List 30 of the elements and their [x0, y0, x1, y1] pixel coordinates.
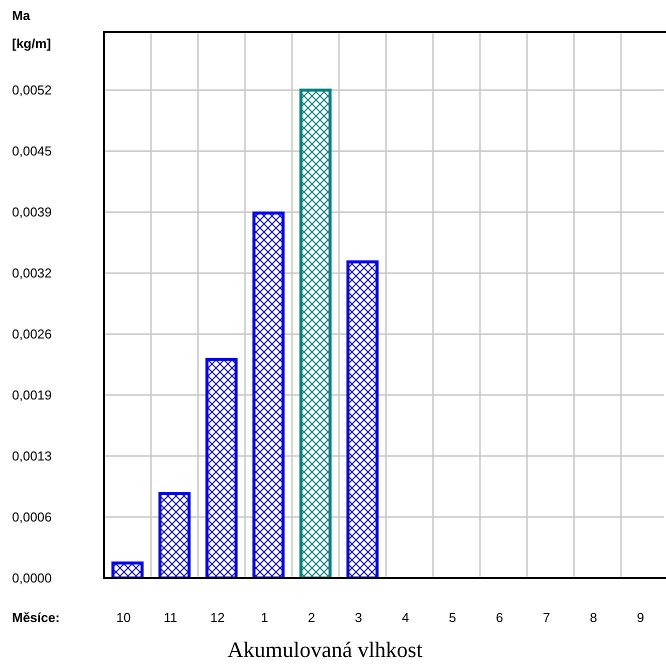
y-tick-label: 0,0000 [12, 570, 52, 586]
x-tick-label: 5 [448, 610, 456, 625]
x-tick-label: 6 [496, 610, 504, 625]
x-tick-label: 8 [590, 610, 598, 625]
x-tick-label: 7 [542, 610, 550, 625]
x-tick-label: 2 [308, 610, 316, 625]
y-tick-label: 0,0045 [12, 144, 52, 159]
y-axis-title: Ma [kg/m] [12, 8, 51, 51]
bar [111, 561, 144, 578]
x-tick-label: 12 [210, 610, 225, 625]
x-axis-title: Měsíce: [12, 610, 60, 625]
y-tick-label: 0,0006 [12, 510, 52, 525]
text: Akumulovaná vlhkost [228, 637, 422, 662]
x-tick-label: 1 [260, 610, 268, 625]
x-tick-label: 10 [116, 610, 131, 625]
bar [252, 212, 285, 578]
x-tick-label: 3 [354, 610, 362, 625]
x-tick-label: 11 [164, 610, 178, 625]
bar [346, 260, 379, 578]
y-tick-label: 0,0032 [12, 266, 52, 281]
y-tick-label: 0,0026 [12, 326, 52, 342]
y-tick-label: 0,0013 [12, 448, 52, 464]
x-tick-label: 9 [636, 610, 644, 625]
y-tick-label: 0,0052 [12, 82, 52, 98]
bar [158, 492, 191, 578]
y-tick-label: 0,0039 [12, 204, 52, 220]
bar [299, 88, 332, 578]
y-tick-label: 0,0019 [12, 388, 52, 403]
bar [205, 358, 238, 578]
x-tick-label: 4 [402, 610, 410, 625]
